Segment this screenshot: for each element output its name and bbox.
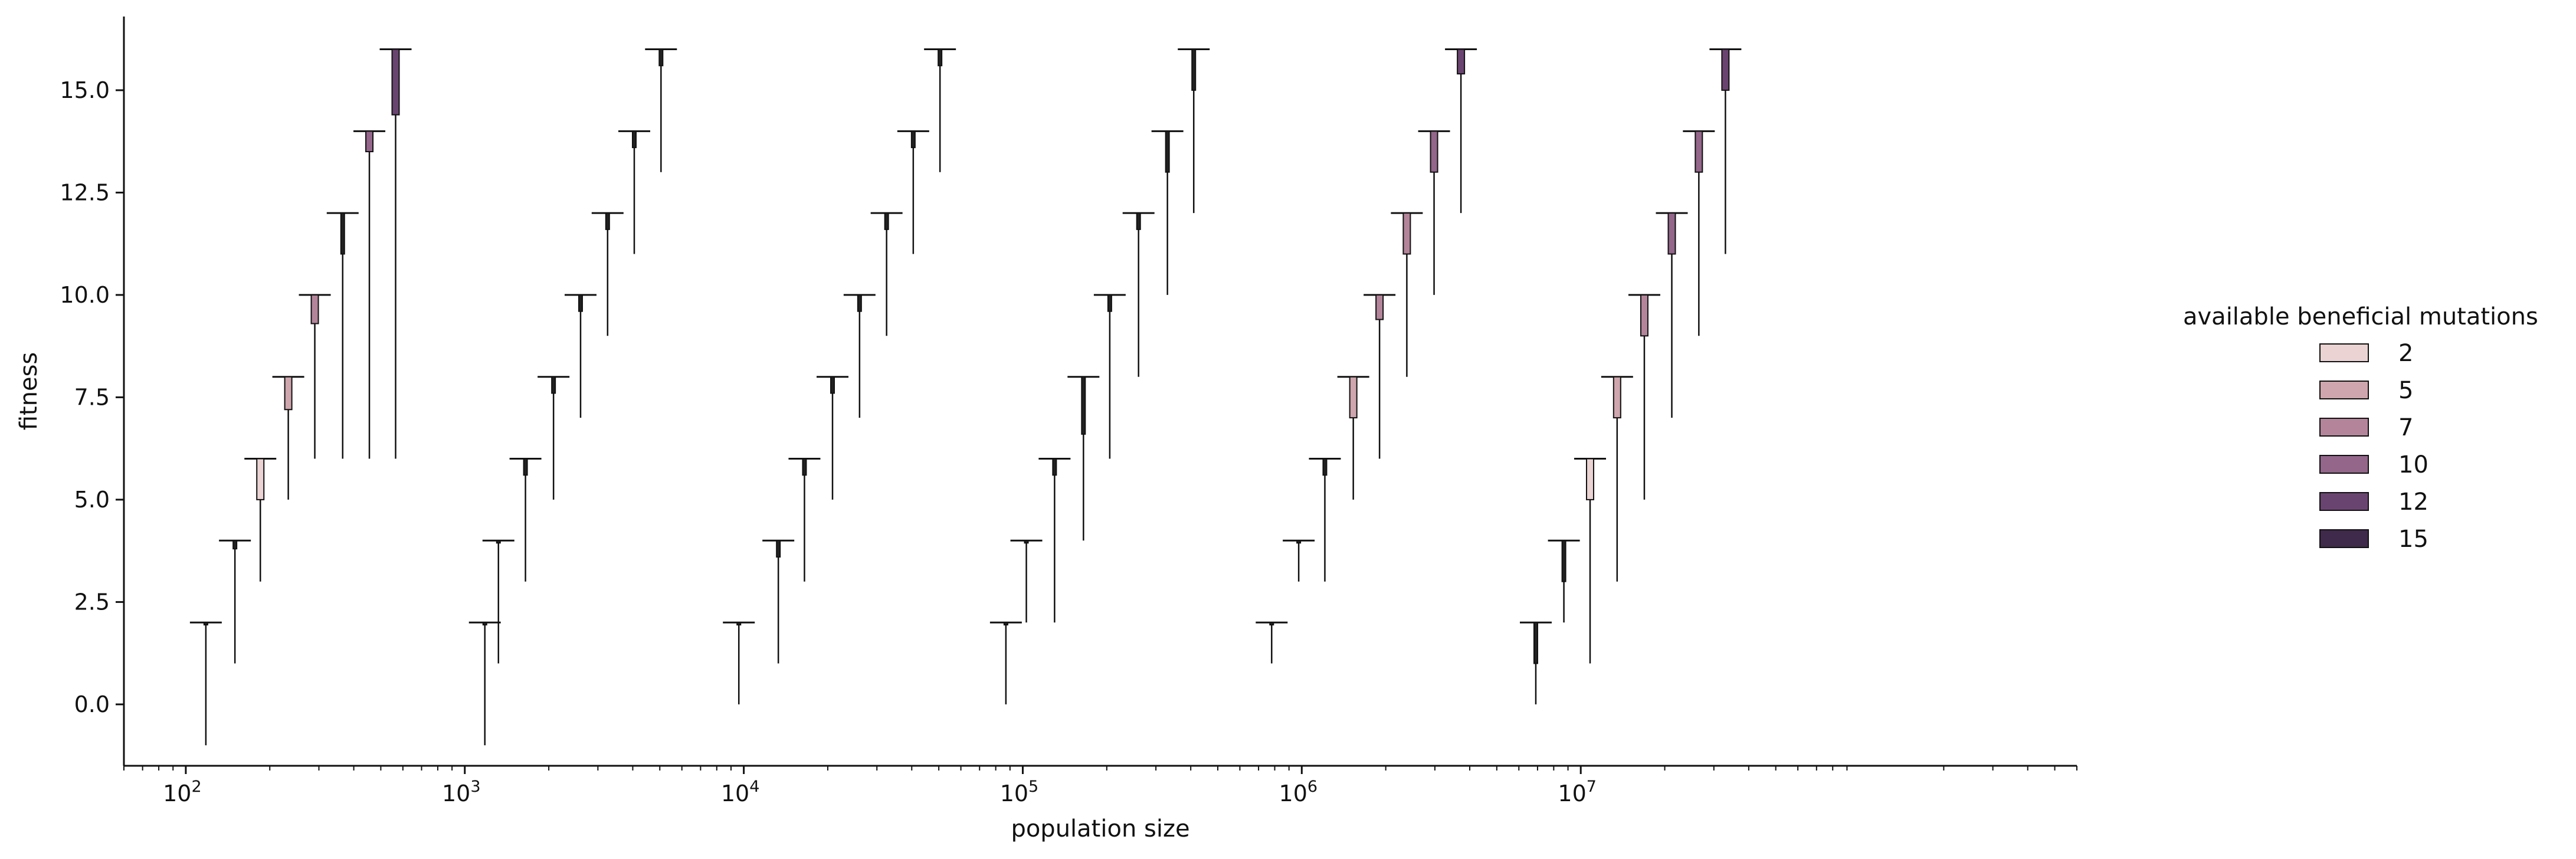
violin-body <box>1613 376 1621 419</box>
violin-body <box>1136 212 1141 230</box>
violin-body <box>1402 212 1411 255</box>
legend: available beneficial mutations 2 5 7 10 12 15 <box>2183 303 2538 553</box>
legend-label: 5 <box>2398 377 2413 404</box>
violin-body <box>1667 212 1676 255</box>
violin-body <box>1269 622 1274 626</box>
violin-body <box>884 212 889 230</box>
legend-title: available beneficial mutations <box>2183 303 2538 330</box>
violin-body <box>631 130 637 149</box>
violin-body <box>1191 48 1197 91</box>
violin-body <box>1640 294 1648 337</box>
legend-label: 7 <box>2398 414 2413 441</box>
legend-label: 2 <box>2398 340 2413 367</box>
violin-body <box>1721 48 1730 91</box>
x-axis-label: population size <box>1011 815 1189 842</box>
violin-body <box>232 540 238 550</box>
violin-body <box>1003 622 1008 626</box>
violin-body <box>1322 458 1328 476</box>
violin-body <box>1024 540 1029 544</box>
y-tick-label: 2.5 <box>74 589 110 615</box>
x-tick-label: 103 <box>442 778 481 806</box>
y-tick-label: 5.0 <box>74 487 110 513</box>
legend-swatch <box>2319 455 2369 474</box>
legend-label: 10 <box>2398 451 2428 478</box>
y-tick-label: 10.0 <box>60 282 110 308</box>
violin-body <box>1052 458 1057 476</box>
violin-body <box>365 130 374 153</box>
x-tick-label: 106 <box>1279 778 1318 806</box>
violin-body <box>1533 622 1538 664</box>
violin-body <box>1375 294 1384 320</box>
legend-swatch <box>2319 529 2369 548</box>
violin-body <box>482 622 487 626</box>
violin-body <box>938 48 943 67</box>
violin-body <box>1457 48 1466 75</box>
violin-body <box>1296 540 1302 544</box>
violin-body <box>203 622 208 626</box>
violin-body <box>830 376 835 394</box>
violin-body <box>310 294 319 324</box>
plot-area <box>189 48 1742 746</box>
violin-body <box>551 376 556 394</box>
violin-body <box>736 622 742 626</box>
violin-body <box>1349 376 1358 419</box>
violin-body <box>284 376 293 411</box>
y-tick-label: 12.5 <box>60 179 110 205</box>
violin-body <box>1430 130 1438 173</box>
axes: population size fitness 0.0 2.5 5.0 7.5 10.0… <box>15 17 2077 842</box>
violin-body <box>1165 130 1170 173</box>
y-tick-label: 7.5 <box>74 384 110 410</box>
violin-body <box>658 48 664 67</box>
x-tick-label: 104 <box>721 778 760 806</box>
legend-swatch <box>2319 381 2369 399</box>
violin-body <box>256 458 265 500</box>
violin-body <box>910 130 916 149</box>
violin-body <box>802 458 807 476</box>
violin-body <box>391 48 400 116</box>
violin-body <box>496 540 501 544</box>
violin-body <box>1561 540 1566 582</box>
x-tick-label: 107 <box>1558 778 1597 806</box>
legend-label: 15 <box>2398 526 2428 553</box>
x-tick-label: 102 <box>163 778 202 806</box>
violin-body <box>523 458 528 476</box>
violin-body <box>1585 458 1594 500</box>
legend-swatch <box>2319 343 2369 362</box>
violin-body <box>857 294 862 312</box>
violin-body <box>1695 130 1703 173</box>
legend-swatch <box>2319 492 2369 511</box>
x-tick-label: 105 <box>1000 778 1039 806</box>
violin-body <box>578 294 583 312</box>
legend-label: 12 <box>2398 488 2428 516</box>
legend-swatch <box>2319 418 2369 437</box>
violin-body <box>1107 294 1112 312</box>
violin-body <box>605 212 610 230</box>
y-axis-label: fitness <box>15 352 42 431</box>
y-tick-label: 0.0 <box>74 691 110 717</box>
violin-body <box>776 540 781 558</box>
y-tick-label: 15.0 <box>60 77 110 103</box>
violin-body <box>340 212 345 255</box>
violin-body <box>1081 376 1086 435</box>
